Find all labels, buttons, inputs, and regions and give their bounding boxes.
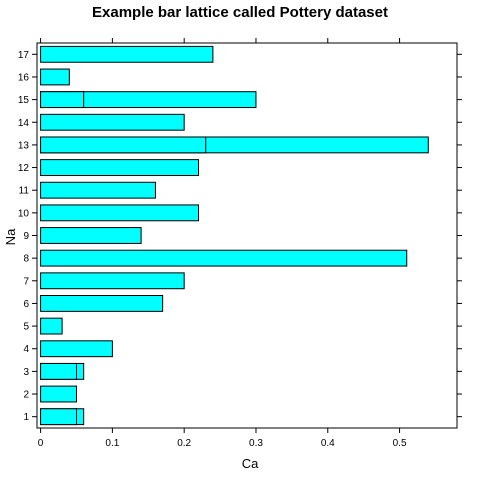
- bar-10: [40, 204, 200, 222]
- y-tick-label: 1: [23, 412, 29, 423]
- x-tick-label: 0: [38, 438, 44, 449]
- bar-13-2: [40, 136, 207, 154]
- y-tick-label: 7: [23, 276, 29, 287]
- y-tick-label: 14: [18, 118, 30, 129]
- bar-4: [40, 340, 113, 358]
- bar-1-2: [40, 408, 77, 426]
- chart-title: Example bar lattice called Pottery datas…: [92, 4, 388, 21]
- y-tick-label: 17: [18, 50, 30, 61]
- bar-8: [40, 249, 408, 267]
- y-tick-label: 4: [23, 344, 29, 355]
- x-tick-label: 0.3: [249, 438, 263, 449]
- y-tick-label: 9: [23, 231, 29, 242]
- y-axis-label: Na: [3, 228, 18, 245]
- bar-14: [40, 113, 185, 131]
- y-tick-label: 15: [18, 95, 30, 106]
- bar-3-2: [40, 362, 77, 380]
- x-axis: 0 0.1 0.2 0.3 0.4 0.5: [38, 38, 407, 449]
- bar-16: [40, 68, 70, 86]
- y-tick-label: 16: [18, 72, 30, 83]
- y-tick-label: 3: [23, 367, 29, 378]
- y-tick-label: 5: [23, 322, 29, 333]
- y-tick-label: 11: [19, 186, 30, 197]
- y-tick-label: 12: [18, 163, 30, 174]
- x-tick-label: 0.4: [321, 438, 335, 449]
- y-tick-label: 10: [18, 208, 30, 219]
- y-tick-label: 8: [23, 254, 29, 265]
- x-tick-label: 0.1: [105, 438, 119, 449]
- x-tick-label: 0.5: [393, 438, 407, 449]
- bar-5: [40, 317, 63, 335]
- y-tick-label: 13: [18, 140, 30, 151]
- x-tick-label: 0.2: [177, 438, 191, 449]
- x-axis-label: Ca: [242, 456, 259, 471]
- y-tick-label: 2: [23, 390, 29, 401]
- bar-11: [40, 181, 156, 199]
- bars-group: [40, 45, 429, 426]
- bar-9: [40, 227, 142, 244]
- bar-6: [40, 295, 164, 312]
- y-tick-label: 6: [23, 299, 29, 310]
- bar-17: [40, 45, 214, 63]
- bar-7: [40, 272, 185, 290]
- bar-12: [40, 159, 200, 176]
- bar-2: [40, 385, 77, 403]
- bar-15-2: [40, 91, 85, 109]
